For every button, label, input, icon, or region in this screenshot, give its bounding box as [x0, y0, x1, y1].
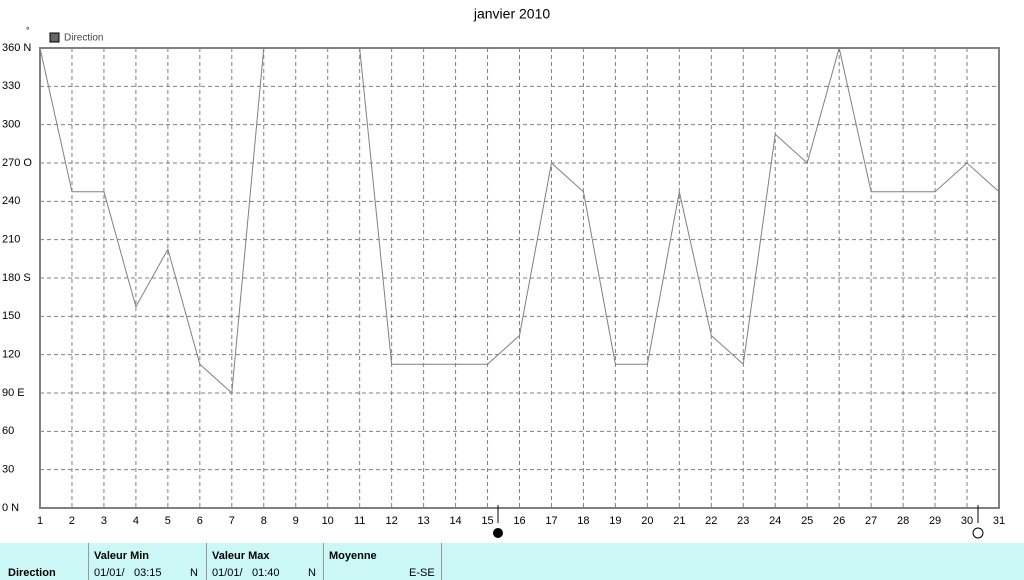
- max-date: 01/01/: [212, 567, 243, 579]
- y-tick-label: 90 E: [2, 387, 25, 399]
- legend-swatch: [49, 32, 60, 43]
- x-tick-label: 10: [322, 515, 334, 527]
- min-date: 01/01/: [94, 567, 125, 579]
- summary-label-cell: Direction: [0, 543, 89, 580]
- x-tick-label: 11: [354, 515, 365, 527]
- x-tick-label: 14: [449, 515, 461, 527]
- x-tick-label: 15: [481, 515, 493, 527]
- y-tick-label: 60: [2, 425, 14, 437]
- x-tick-label: 9: [293, 515, 299, 527]
- min-header: Valeur Min: [94, 550, 150, 562]
- moon-icon: [972, 527, 984, 539]
- x-tick-label: 30: [961, 515, 973, 527]
- y-tick-label: 330: [2, 80, 20, 92]
- x-tick-label: 25: [801, 515, 813, 527]
- x-tick-label: 5: [165, 515, 171, 527]
- min-time: 03:15: [134, 567, 162, 579]
- x-tick-label: 23: [737, 515, 749, 527]
- chart-title: janvier 2010: [473, 6, 550, 22]
- y-tick-label: 240: [2, 195, 20, 207]
- x-tick-label: 24: [769, 515, 781, 527]
- x-tick-label: 31: [993, 515, 1005, 527]
- mean-value: E-SE: [409, 567, 435, 579]
- x-tick-label: 12: [386, 515, 398, 527]
- x-tick-label: 27: [865, 515, 877, 527]
- min-dir: N: [190, 567, 198, 579]
- x-tick-label: 13: [417, 515, 429, 527]
- x-tick-label: 22: [705, 515, 717, 527]
- x-tick-label: 26: [833, 515, 845, 527]
- x-tick-label: 18: [577, 515, 589, 527]
- x-tick-label: 19: [609, 515, 621, 527]
- legend-label: Direction: [64, 33, 103, 44]
- y-tick-label: 360 N: [2, 42, 31, 54]
- min-cell: Valeur Min 01/01/ 03:15 N: [89, 543, 207, 580]
- y-tick-label: 30: [2, 464, 14, 476]
- x-tick-label: 16: [513, 515, 525, 527]
- y-tick-label: 300: [2, 119, 20, 131]
- x-tick-label: 20: [641, 515, 653, 527]
- y-tick-label: 270 O: [2, 157, 32, 169]
- y-tick-label: 0 N: [2, 502, 19, 514]
- x-tick-label: 2: [69, 515, 75, 527]
- summary-table: Direction Valeur Min 01/01/ 03:15 N Vale…: [0, 543, 1024, 580]
- moon-icon: [493, 528, 503, 538]
- y-tick-label: 120: [2, 349, 20, 361]
- max-header: Valeur Max: [212, 550, 270, 562]
- x-tick-label: 8: [261, 515, 267, 527]
- x-tick-label: 3: [101, 515, 107, 527]
- x-tick-label: 6: [197, 515, 203, 527]
- y-tick-label: 180 S: [2, 272, 31, 284]
- mean-header: Moyenne: [329, 550, 377, 562]
- y-tick-label: 150: [2, 310, 20, 322]
- x-tick-label: 1: [37, 515, 43, 527]
- mean-cell: Moyenne E-SE: [324, 543, 442, 580]
- y-unit: °: [26, 25, 30, 35]
- plot-frame: [39, 47, 1000, 509]
- x-tick-label: 7: [229, 515, 235, 527]
- x-tick-label: 4: [133, 515, 139, 527]
- x-tick-label: 28: [897, 515, 909, 527]
- x-tick-label: 21: [673, 515, 685, 527]
- x-tick-label: 17: [545, 515, 557, 527]
- summary-label: Direction: [8, 567, 56, 579]
- max-dir: N: [308, 567, 316, 579]
- y-tick-label: 210: [2, 234, 20, 246]
- max-cell: Valeur Max 01/01/ 01:40 N: [207, 543, 324, 580]
- max-time: 01:40: [252, 567, 280, 579]
- x-tick-label: 29: [929, 515, 941, 527]
